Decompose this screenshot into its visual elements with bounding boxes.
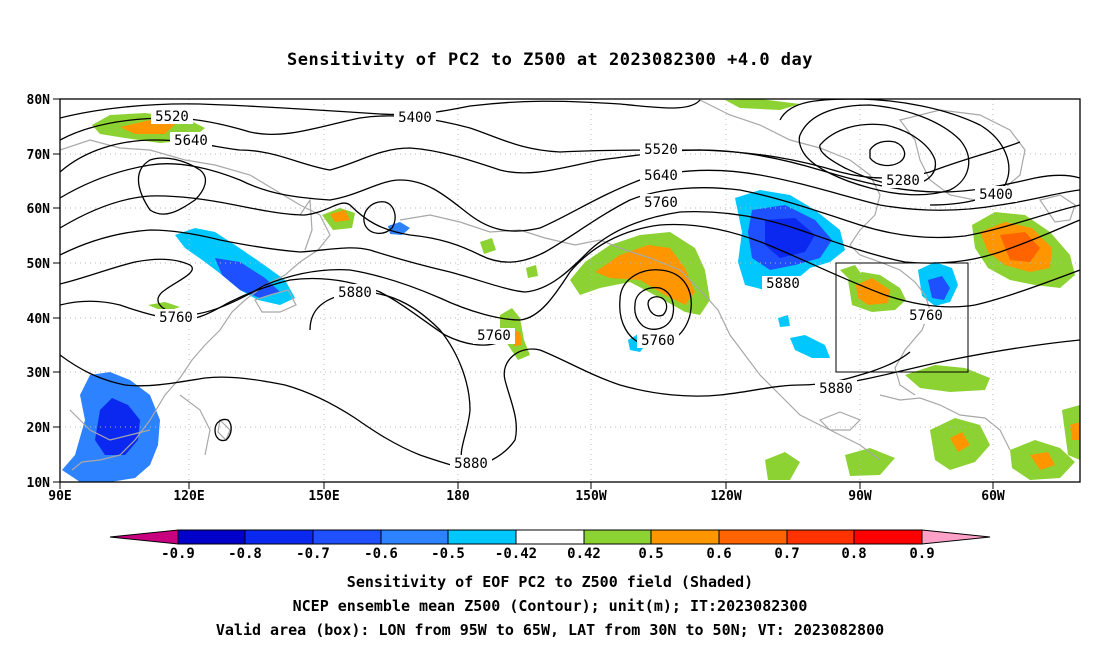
contour-label-5880-canada: 5880 (766, 276, 800, 292)
shade-pos-small2 (526, 265, 538, 278)
contour-label-5640-east: 5640 (644, 168, 678, 184)
lat-label-20n: 20N (27, 421, 51, 436)
colorbar-label: 0.9 (909, 546, 934, 562)
colorbar-label: -0.5 (431, 546, 465, 562)
contour-label-5880-florida: 5880 (819, 381, 853, 397)
colorbar-upper-triangle (921, 529, 991, 545)
colorbar-segment (718, 529, 788, 545)
axis-ticks (53, 98, 994, 489)
lon-label-180: 180 (446, 489, 470, 504)
caption-shading: Sensitivity of EOF PC2 to Z500 field (Sh… (346, 573, 754, 591)
lat-label-70n: 70N (27, 148, 51, 163)
colorbar-label: -0.8 (228, 546, 262, 562)
map-background (60, 99, 1080, 482)
shade-pos-tropical5 (845, 448, 895, 476)
colorbar-segment (853, 529, 923, 545)
shade-pos-tropical3-core (1070, 422, 1080, 440)
longitude-labels: 90E 120E 150E 180 150W 120W 90W 60W (48, 489, 1005, 504)
colorbar (109, 529, 991, 545)
colorbar-segment (380, 529, 449, 545)
lat-label-50n: 50N (27, 257, 51, 272)
colorbar-label: 0.5 (638, 546, 663, 562)
lat-label-10n: 10N (27, 476, 51, 491)
contour-label-5760-dateline: 5760 (477, 328, 511, 344)
lat-label-60n: 60N (27, 202, 51, 217)
colorbar-label: 0.6 (706, 546, 731, 562)
shade-pos-tropical4 (765, 452, 800, 480)
lon-label-120e: 120E (173, 489, 204, 504)
coastlines (60, 99, 1076, 471)
lat-label-80n: 80N (27, 93, 51, 108)
contour-label-5760-box: 5760 (909, 308, 943, 324)
colorbar-segment (515, 529, 585, 545)
lon-label-120w: 120W (710, 489, 741, 504)
lon-label-150e: 150E (308, 489, 339, 504)
contour-label-5760-east: 5760 (644, 195, 678, 211)
colorbar-label: -0.6 (364, 546, 398, 562)
lat-label-40n: 40N (27, 312, 51, 327)
colorbar-segment (312, 529, 382, 545)
chart-title: Sensitivity of PC2 to Z500 at 2023082300… (286, 50, 813, 70)
colorbar-segment (786, 529, 855, 545)
shade-neg-canada-core (765, 218, 815, 258)
contour-label-5280: 5280 (886, 173, 920, 189)
shade-pos-tropical2-core (1030, 452, 1055, 470)
lon-label-90w: 90W (848, 489, 872, 504)
colorbar-labels: -0.9 -0.8 -0.7 -0.6 -0.5 -0.42 0.42 0.5 … (161, 546, 935, 562)
shade-pos-tropical1-core (950, 432, 970, 452)
contour-label-5520-east: 5520 (644, 142, 678, 158)
contour-label-5760-low: 5760 (641, 333, 675, 349)
shade-pos-small1 (480, 238, 496, 254)
caption-contour: NCEP ensemble mean Z500 (Contour); unit(… (292, 597, 808, 615)
shade-pos-natlantic-center (1000, 232, 1040, 262)
colorbar-label: 0.7 (774, 546, 799, 562)
shade-neg-mexico (790, 335, 830, 358)
contour-label-5880-pacific: 5880 (338, 285, 372, 301)
latitude-labels: 80N 70N 60N 50N 40N 30N 20N 10N (27, 93, 51, 491)
colorbar-label: 0.42 (567, 546, 601, 562)
shade-pos-greenland (725, 99, 800, 110)
colorbar-label: -0.9 (161, 546, 195, 562)
shade-pos-nepacific-core (595, 245, 695, 305)
colorbar-lower-triangle (109, 529, 179, 545)
z500-contours (60, 99, 1080, 469)
lon-label-60w: 60W (981, 489, 1005, 504)
map-border (59, 98, 1081, 483)
colorbar-segment (650, 529, 720, 545)
colorbar-label: -0.42 (495, 546, 537, 562)
colorbar-label: -0.7 (296, 546, 330, 562)
shade-neg-greatlakes-core (928, 276, 950, 300)
colorbar-label: 0.8 (841, 546, 866, 562)
lon-label-90e: 90E (48, 489, 71, 504)
shade-neg-southchina-core (95, 398, 140, 455)
caption-valid-area: Valid area (box): LON from 95W to 65W, L… (215, 621, 885, 639)
lon-label-150w: 150W (575, 489, 606, 504)
contour-label-layer: 5520 5640 5400 5520 5640 5760 5280 5400 … (151, 108, 1017, 472)
contour-label-5640-west: 5640 (174, 133, 208, 149)
contour-label-5880-south: 5880 (454, 456, 488, 472)
colorbar-segment (177, 529, 246, 545)
colorbar-segment (447, 529, 517, 545)
contour-label-5400-pacific: 5400 (398, 110, 432, 126)
contour-label-5400-atlantic: 5400 (979, 187, 1013, 203)
contour-label-5520-west: 5520 (155, 109, 189, 125)
shade-pos-greenland2 (840, 265, 862, 280)
contour-label-5760-asia: 5760 (159, 310, 193, 326)
lat-label-30n: 30N (27, 366, 51, 381)
colorbar-segment (583, 529, 652, 545)
colorbar-segment (244, 529, 314, 545)
shade-pos-kamchatka-core (330, 210, 350, 222)
valid-area-box (835, 262, 969, 373)
shade-pos-box-core (856, 278, 890, 305)
